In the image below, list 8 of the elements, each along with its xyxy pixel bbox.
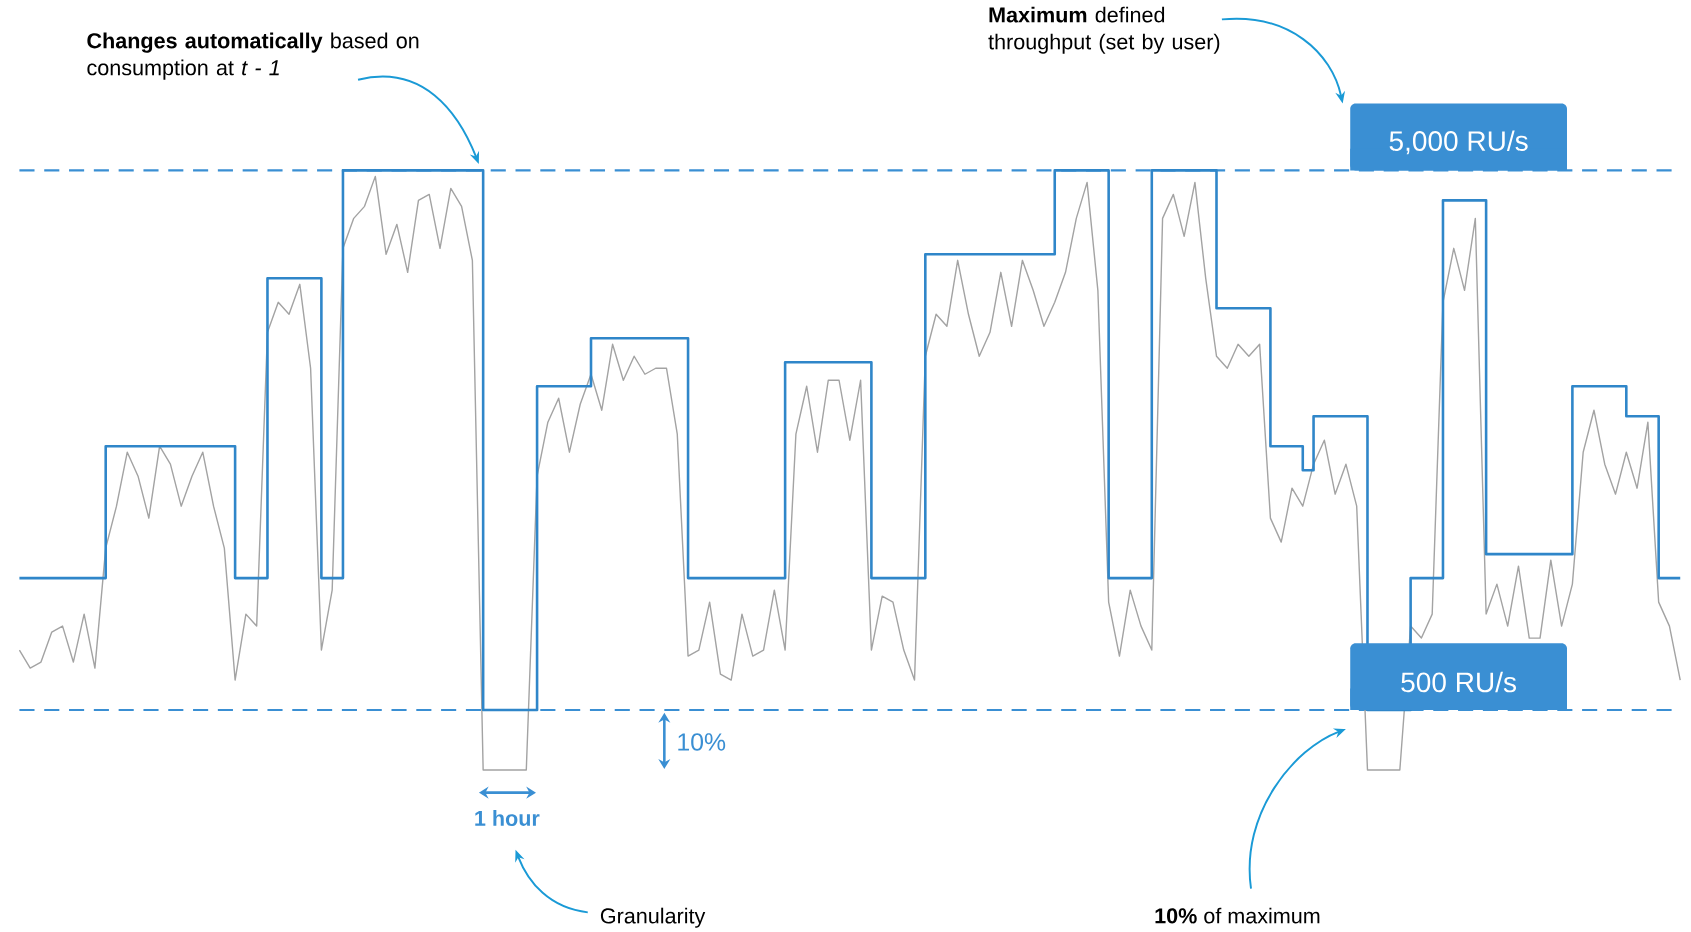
ref-line-label: 5,000 RU/s [1389, 130, 1528, 155]
ref-line-label: 500 RU/s [1401, 671, 1516, 693]
text: Changes automatically based on consumption at t - 1 [87, 32, 419, 80]
annotation: 10% [678, 733, 726, 751]
text: 1 hour [475, 810, 540, 827]
text: Maximum defined throughput (set by user) [988, 6, 1220, 54]
text: Granularity [600, 907, 706, 928]
text: 10% of maximum [1155, 907, 1320, 924]
